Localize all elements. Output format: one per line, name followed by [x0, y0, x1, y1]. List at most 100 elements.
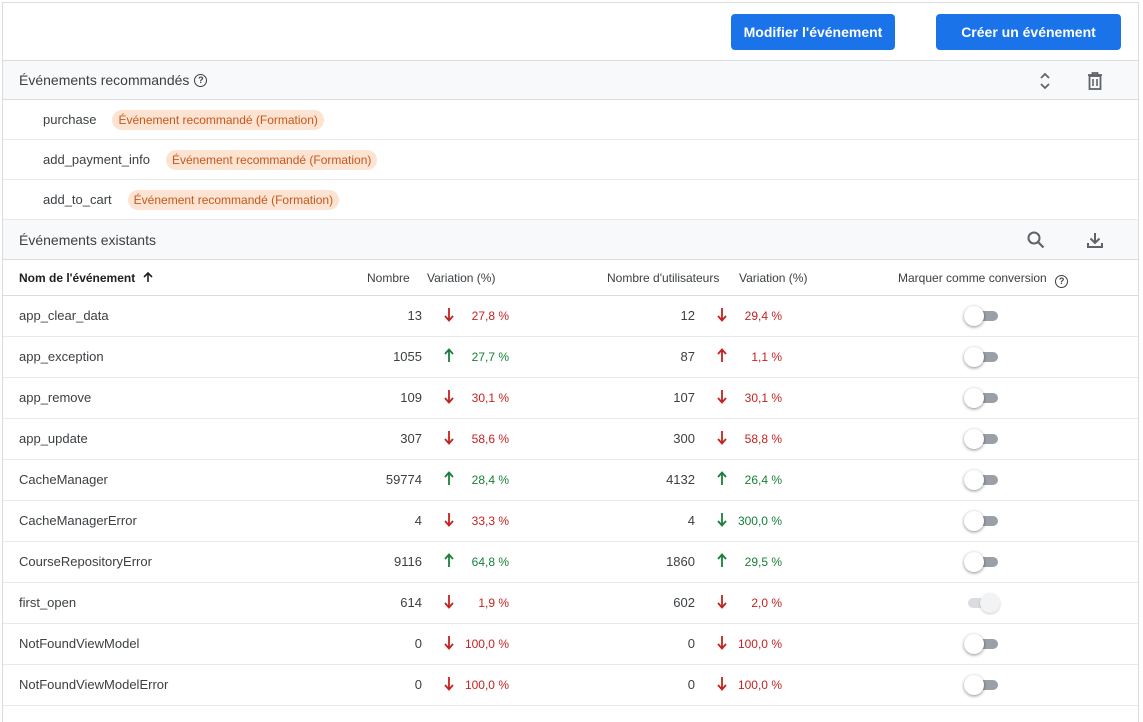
event-name[interactable]: CourseRepositoryError	[19, 554, 152, 569]
events-table-header: Nom de l'événement Nombre Variation (%) …	[3, 260, 1138, 296]
recommended-events-title: Événements recommandés	[19, 72, 190, 88]
column-header-conversion: Marquer comme conversion ?	[898, 271, 1069, 288]
users-variation: 30,1 %	[744, 391, 782, 405]
recommended-event-badge: Événement recommandé (Formation)	[165, 149, 378, 170]
arrow-down-icon	[717, 431, 727, 445]
arrow-up-icon	[444, 348, 454, 362]
table-row[interactable]: NotFoundViewModelError 0 100,0 % 0 100,0 %	[3, 665, 1138, 706]
user-count: 12	[680, 308, 695, 323]
arrow-down-icon	[717, 308, 727, 322]
users-variation-arrow	[717, 348, 727, 366]
event-variation: 1,9 %	[478, 596, 509, 610]
event-variation: 100,0 %	[464, 637, 509, 651]
conversion-toggle[interactable]	[964, 388, 998, 408]
search-icon[interactable]	[1024, 228, 1048, 252]
event-name[interactable]: CacheManager	[19, 472, 108, 487]
event-name[interactable]: CacheManagerError	[19, 513, 137, 528]
user-count: 107	[673, 390, 695, 405]
event-count: 0	[414, 677, 422, 692]
variation-arrow	[444, 348, 454, 366]
conversion-toggle[interactable]	[964, 347, 998, 367]
table-row[interactable]: app_remove 109 30,1 % 107 30,1 %	[3, 378, 1138, 419]
toggle-knob	[964, 675, 984, 695]
conversion-toggle[interactable]	[964, 552, 998, 572]
users-variation: 58,8 %	[744, 432, 782, 446]
users-variation-arrow	[717, 430, 727, 448]
table-row[interactable]: first_open 614 1,9 % 602 2,0 %	[3, 583, 1138, 624]
trash-icon[interactable]	[1083, 69, 1107, 93]
action-bar: Modifier l'événement Créer un événement	[3, 3, 1138, 60]
event-variation: 100,0 %	[464, 678, 509, 692]
users-variation: 100,0 %	[737, 678, 782, 692]
event-name[interactable]: first_open	[19, 595, 77, 610]
variation-arrow	[444, 430, 454, 448]
recommended-event-badge: Événement recommandé (Formation)	[127, 189, 340, 210]
arrow-up-icon	[717, 553, 727, 567]
column-header-count[interactable]: Nombre	[367, 271, 410, 285]
event-variation: 64,8 %	[471, 555, 509, 569]
conversion-toggle[interactable]	[964, 470, 998, 490]
toggle-knob	[964, 511, 984, 531]
column-header-variation[interactable]: Variation (%)	[427, 271, 496, 285]
table-row[interactable]: CourseRepositoryError 9116 64,8 % 1860 29,5 …	[3, 542, 1138, 583]
recommended-event-row[interactable]: add_payment_info Événement recommandé (Fo…	[3, 140, 1138, 180]
column-header-name[interactable]: Nom de l'événement	[19, 271, 153, 285]
help-icon[interactable]: ?	[1055, 275, 1069, 288]
table-row[interactable]: CacheManager 59774 28,4 % 4132 26,4 %	[3, 460, 1138, 501]
users-variation-arrow	[717, 307, 727, 325]
toggle-knob	[964, 388, 984, 408]
help-icon[interactable]: ?	[194, 73, 208, 87]
conversion-toggle[interactable]	[964, 634, 998, 654]
event-name[interactable]: NotFoundViewModel	[19, 636, 140, 651]
user-count: 1860	[666, 554, 695, 569]
column-header-name-label: Nom de l'événement	[19, 271, 136, 285]
events-table-body: app_clear_data 13 27,8 % 12 29,4 % app_except…	[3, 296, 1138, 706]
event-name[interactable]: app_update	[19, 431, 88, 446]
event-name[interactable]: app_exception	[19, 349, 104, 364]
table-row[interactable]: app_clear_data 13 27,8 % 12 29,4 %	[3, 296, 1138, 337]
modify-event-button[interactable]: Modifier l'événement	[731, 14, 895, 50]
conversion-toggle[interactable]	[964, 511, 998, 531]
users-variation: 300,0 %	[737, 514, 782, 528]
event-name[interactable]: app_remove	[19, 390, 92, 405]
column-header-conversion-label: Marquer comme conversion	[898, 271, 1047, 285]
users-variation-arrow	[717, 389, 727, 407]
recommended-event-row[interactable]: add_to_cart Événement recommandé (Formati…	[3, 180, 1138, 220]
arrow-up-icon	[717, 348, 727, 362]
table-row[interactable]: NotFoundViewModel 0 100,0 % 0 100,0 %	[3, 624, 1138, 665]
download-icon[interactable]	[1083, 228, 1107, 252]
event-variation: 33,3 %	[471, 514, 509, 528]
column-header-users-variation[interactable]: Variation (%)	[739, 271, 808, 285]
variation-arrow	[444, 594, 454, 612]
event-count: 614	[400, 595, 422, 610]
users-variation-arrow	[717, 471, 727, 489]
create-event-button[interactable]: Créer un événement	[936, 14, 1121, 50]
arrow-down-icon	[444, 390, 454, 404]
conversion-toggle[interactable]	[964, 675, 998, 695]
arrow-down-icon	[444, 431, 454, 445]
variation-arrow	[444, 512, 454, 530]
event-count: 307	[400, 431, 422, 446]
variation-arrow	[444, 635, 454, 653]
arrow-up-icon	[444, 471, 454, 485]
unfold-icon[interactable]	[1033, 69, 1057, 93]
table-row[interactable]: app_update 307 58,6 % 300 58,8 %	[3, 419, 1138, 460]
recommended-events-header: Événements recommandés ?	[3, 60, 1138, 100]
conversion-toggle[interactable]	[964, 429, 998, 449]
users-variation: 29,5 %	[744, 555, 782, 569]
event-name[interactable]: app_clear_data	[19, 308, 109, 323]
toggle-knob	[964, 634, 984, 654]
conversion-toggle[interactable]	[964, 306, 998, 326]
arrow-down-icon	[444, 677, 454, 691]
table-row[interactable]: CacheManagerError 4 33,3 % 4 300,0 %	[3, 501, 1138, 542]
arrow-up-icon	[143, 271, 153, 282]
variation-arrow	[444, 307, 454, 325]
table-row[interactable]: app_exception 1055 27,7 % 87 1,1 %	[3, 337, 1138, 378]
event-name[interactable]: NotFoundViewModelError	[19, 677, 169, 692]
recommended-event-row[interactable]: purchase Événement recommandé (Formation)	[3, 100, 1138, 140]
users-variation-arrow	[717, 635, 727, 653]
toggle-knob	[964, 306, 984, 326]
column-header-users[interactable]: Nombre d'utilisateurs	[607, 271, 720, 285]
existing-events-header: Événements existants	[3, 220, 1138, 260]
toggle-knob	[964, 347, 984, 367]
